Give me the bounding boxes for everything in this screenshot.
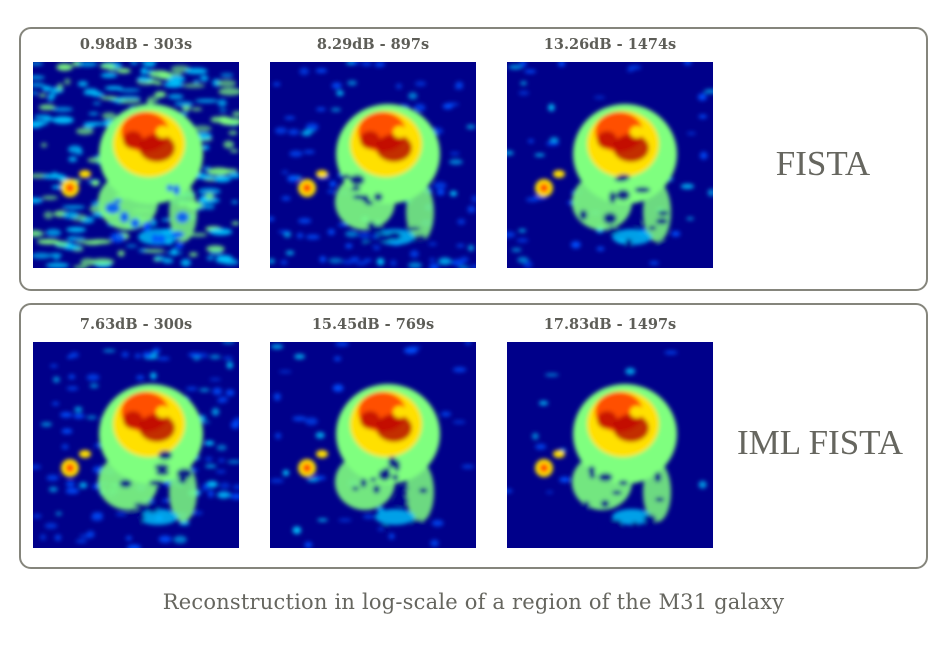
reconstruction-image <box>507 342 713 548</box>
reconstruction-image <box>270 342 476 548</box>
method-label-fista: FISTA <box>775 144 871 183</box>
reconstruction-image <box>33 342 239 548</box>
image-label: 13.26dB - 1474s <box>543 36 677 53</box>
method-label-iml-fista: IML FISTA <box>736 423 904 462</box>
figure-caption: Reconstruction in log-scale of a region … <box>162 590 785 614</box>
reconstruction-image <box>270 62 476 268</box>
image-label: 15.45dB - 769s <box>311 316 435 333</box>
image-label: 7.63dB - 300s <box>79 316 193 333</box>
image-label: 17.83dB - 1497s <box>543 316 677 333</box>
reconstruction-image <box>507 62 713 268</box>
reconstruction-image <box>33 62 239 268</box>
image-label: 0.98dB - 303s <box>79 36 193 53</box>
image-label: 8.29dB - 897s <box>316 36 430 53</box>
